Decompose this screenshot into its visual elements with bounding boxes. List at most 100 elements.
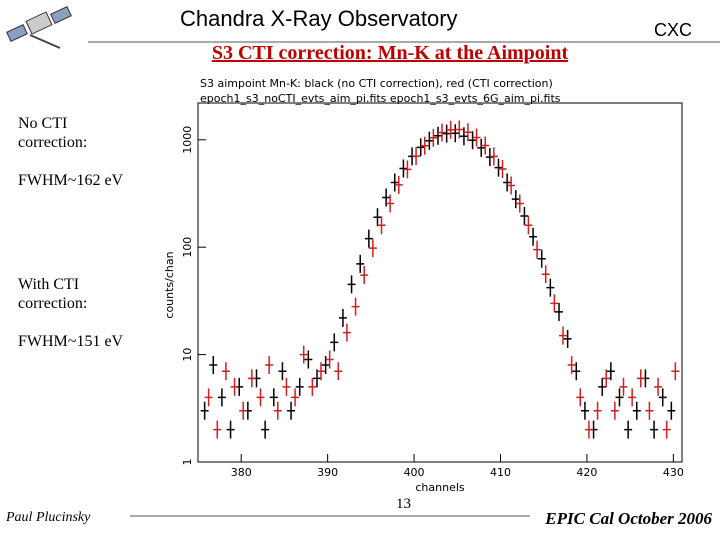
x-tick-label: 420 — [576, 466, 597, 479]
data-point — [269, 388, 278, 407]
x-tick-label: 380 — [231, 466, 252, 479]
data-point — [209, 356, 218, 375]
data-point — [390, 173, 399, 192]
data-point — [330, 333, 339, 352]
data-point — [489, 147, 498, 166]
plot-frame — [197, 102, 683, 463]
y-tick-label: 10 — [181, 348, 194, 362]
data-point — [368, 239, 377, 258]
x-tick-label: 430 — [663, 466, 684, 479]
data-point — [477, 138, 486, 157]
data-point — [351, 297, 360, 316]
data-point — [364, 229, 373, 248]
data-point — [606, 362, 615, 381]
data-point — [632, 401, 641, 420]
data-point — [313, 369, 321, 388]
data-point — [524, 216, 533, 235]
data-point — [356, 254, 365, 273]
data-point — [645, 401, 654, 420]
note: No CTI correction: — [18, 115, 88, 151]
footer-author: Paul Plucinsky — [6, 510, 91, 525]
footer-event: EPIC Cal October 2006 — [545, 509, 712, 528]
data-point — [282, 377, 291, 396]
data-point — [468, 131, 477, 150]
data-point — [662, 420, 671, 439]
data-point — [217, 388, 226, 407]
data-point — [295, 377, 304, 396]
x-tick-label: 400 — [404, 466, 425, 479]
page-number: 13 — [396, 496, 411, 512]
slide-title: S3 CTI correction: Mn-K at the Aimpoint — [211, 42, 569, 64]
data-point — [200, 401, 209, 420]
data-point — [278, 362, 287, 381]
header-logo: CXC — [654, 20, 693, 40]
data-point — [628, 388, 637, 407]
data-point — [420, 136, 429, 155]
data-point — [598, 377, 607, 396]
data-point — [654, 377, 663, 396]
data-point — [572, 362, 581, 381]
data-point — [550, 294, 559, 313]
data-point — [459, 127, 468, 146]
data-point — [520, 207, 529, 226]
data-point — [425, 131, 434, 150]
data-point — [299, 345, 308, 364]
data-point — [593, 401, 602, 420]
data-point — [498, 159, 507, 178]
data-point — [567, 356, 576, 375]
data-point — [342, 323, 351, 342]
data-point — [394, 175, 403, 194]
y-tick-label: 1 — [181, 459, 194, 466]
data-point — [360, 266, 369, 285]
data-point — [533, 240, 542, 259]
data-point — [261, 420, 270, 439]
data-point — [304, 350, 313, 369]
data-point — [507, 176, 516, 195]
y-axis-label: counts/chan — [163, 251, 176, 318]
data-point — [265, 356, 274, 375]
data-point — [494, 158, 503, 177]
data-point — [226, 420, 235, 439]
data-point — [239, 401, 248, 420]
data-point — [503, 173, 512, 192]
data-point — [529, 227, 538, 246]
data-point — [650, 420, 659, 439]
data-point — [429, 128, 438, 147]
data-point — [555, 302, 563, 321]
data-point — [619, 377, 628, 396]
data-point — [230, 377, 239, 396]
data-point — [377, 216, 386, 235]
data-point — [403, 160, 412, 179]
chart-title: S3 aimpoint Mn-K: black (no CTI correcti… — [200, 77, 553, 90]
data-point — [541, 265, 550, 284]
data-point — [546, 278, 555, 297]
data-point — [434, 126, 442, 145]
data-point — [308, 377, 317, 396]
note: With CTI correction: — [18, 276, 88, 312]
data-point — [213, 420, 222, 439]
data-point — [615, 388, 624, 407]
data-point — [438, 123, 446, 142]
data-point — [399, 159, 408, 178]
data-point — [446, 120, 455, 139]
header-title: Chandra X-Ray Observatory — [180, 6, 458, 31]
data-point — [256, 388, 265, 407]
data-point — [347, 275, 356, 294]
x-axis-label: channels — [415, 481, 465, 494]
note: FWHM~162 eV — [18, 172, 124, 189]
data-point — [563, 329, 572, 348]
data-point — [204, 388, 213, 407]
y-tick-label: 100 — [181, 237, 194, 258]
data-point — [273, 401, 282, 420]
x-tick-label: 410 — [490, 466, 511, 479]
data-point — [602, 369, 611, 388]
data-point — [667, 401, 676, 420]
data-point — [247, 369, 256, 388]
chart-subtitle: epoch1_s3_noCTI_evts_aim_pi.fits epoch1_… — [200, 92, 561, 105]
data-point — [317, 362, 325, 381]
data-point — [442, 124, 451, 143]
data-point — [636, 369, 645, 388]
y-tick-label: 1000 — [181, 126, 194, 154]
